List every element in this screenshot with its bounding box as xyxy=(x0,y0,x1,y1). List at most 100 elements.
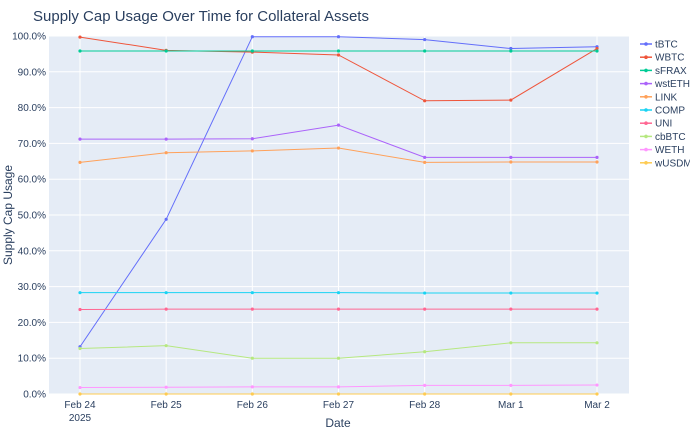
legend-label: WETH xyxy=(655,145,684,156)
series-cbbtc xyxy=(78,341,599,360)
legend-item-weth[interactable]: WETH xyxy=(640,145,684,156)
data-point[interactable] xyxy=(336,123,341,127)
data-point[interactable] xyxy=(509,46,513,51)
data-point[interactable] xyxy=(423,155,427,159)
data-point[interactable] xyxy=(423,291,427,295)
data-point[interactable] xyxy=(509,341,513,345)
data-point[interactable] xyxy=(78,49,82,53)
legend-item-sfrax[interactable]: sFRAX xyxy=(640,66,687,77)
data-point[interactable] xyxy=(78,346,82,351)
data-point[interactable] xyxy=(250,149,254,153)
data-point[interactable] xyxy=(336,35,341,39)
legend-label: sFRAX xyxy=(655,66,687,77)
legend-item-wusdm[interactable]: wUSDM xyxy=(640,158,690,169)
data-point[interactable] xyxy=(336,307,341,311)
legend-item-wsteth[interactable]: wstETH xyxy=(640,79,690,90)
data-point[interactable] xyxy=(595,46,599,51)
data-point[interactable] xyxy=(250,385,254,389)
data-point[interactable] xyxy=(164,151,168,155)
data-point[interactable] xyxy=(595,291,599,295)
data-point[interactable] xyxy=(78,35,82,39)
legend-marker xyxy=(644,147,648,152)
data-point[interactable] xyxy=(509,49,513,53)
data-point[interactable] xyxy=(164,385,168,389)
data-point[interactable] xyxy=(423,37,427,42)
data-point[interactable] xyxy=(423,49,427,53)
y-tick-label: 70.0% xyxy=(18,139,46,150)
data-point[interactable] xyxy=(509,307,513,311)
data-point[interactable] xyxy=(509,383,513,388)
data-point[interactable] xyxy=(78,291,82,295)
data-point[interactable] xyxy=(250,356,254,360)
y-tick-label: 100.0% xyxy=(12,32,46,43)
data-point[interactable] xyxy=(423,392,427,396)
legend-item-link[interactable]: LINK xyxy=(640,92,678,103)
data-point[interactable] xyxy=(250,392,254,396)
data-point[interactable] xyxy=(78,307,82,312)
legend-marker xyxy=(644,121,648,125)
legend-label: wUSDM xyxy=(654,158,690,169)
data-point[interactable] xyxy=(78,137,82,141)
legend-marker xyxy=(644,42,648,46)
data-point[interactable] xyxy=(164,307,168,311)
data-point[interactable] xyxy=(595,160,599,164)
data-point[interactable] xyxy=(78,392,82,396)
legend-item-tbtc[interactable]: tBTC xyxy=(640,40,678,51)
data-point[interactable] xyxy=(423,383,427,388)
data-point[interactable] xyxy=(336,392,341,396)
data-point[interactable] xyxy=(509,98,513,102)
data-point[interactable] xyxy=(509,155,513,159)
legend-label: COMP xyxy=(655,106,685,117)
data-point[interactable] xyxy=(595,383,599,387)
data-point[interactable] xyxy=(164,217,168,221)
data-point[interactable] xyxy=(423,307,427,311)
data-point[interactable] xyxy=(595,49,599,53)
legend-item-cbbtc[interactable]: cbBTC xyxy=(640,132,686,143)
series-link xyxy=(78,146,599,164)
legend[interactable]: tBTC WBTC sFRAX wstETH LINK COMP UNI cbBTC WETH w… xyxy=(640,40,690,170)
legend-marker xyxy=(644,108,648,112)
legend-label: UNI xyxy=(655,119,672,130)
data-point[interactable] xyxy=(250,137,254,141)
data-point[interactable] xyxy=(423,99,427,103)
data-point[interactable] xyxy=(164,291,168,295)
chart-title: Supply Cap Usage Over Time for Collatera… xyxy=(33,8,369,25)
data-point[interactable] xyxy=(336,146,341,150)
data-point[interactable] xyxy=(336,385,341,389)
data-point[interactable] xyxy=(509,160,513,164)
legend-label: tBTC xyxy=(655,40,678,51)
data-point[interactable] xyxy=(164,392,168,396)
data-point[interactable] xyxy=(509,392,513,396)
data-point[interactable] xyxy=(595,155,599,159)
legend-item-wbtc[interactable]: WBTC xyxy=(640,53,684,64)
legend-item-comp[interactable]: COMP xyxy=(640,106,685,117)
data-point[interactable] xyxy=(336,53,341,57)
data-point[interactable] xyxy=(164,49,168,53)
x-tick-label: Feb 26 xyxy=(237,400,269,411)
data-point[interactable] xyxy=(336,291,341,295)
series-sfrax xyxy=(78,49,599,53)
data-point[interactable] xyxy=(164,137,168,141)
data-point[interactable] xyxy=(250,35,254,39)
data-point[interactable] xyxy=(595,341,599,345)
data-point[interactable] xyxy=(250,307,254,311)
x-tick-label: Mar 1 xyxy=(498,400,524,411)
data-point[interactable] xyxy=(250,291,254,295)
y-tick-label: 0.0% xyxy=(23,390,46,401)
legend-item-uni[interactable]: UNI xyxy=(640,119,672,130)
legend-marker xyxy=(644,81,648,86)
data-point[interactable] xyxy=(595,307,599,311)
data-point[interactable] xyxy=(250,49,254,53)
data-point[interactable] xyxy=(78,160,82,164)
data-point[interactable] xyxy=(78,385,82,390)
y-tick-label: 80.0% xyxy=(18,103,46,114)
legend-label: wstETH xyxy=(654,79,690,90)
data-point[interactable] xyxy=(336,49,341,53)
data-point[interactable] xyxy=(509,291,513,295)
data-point[interactable] xyxy=(423,160,427,164)
data-point[interactable] xyxy=(164,344,168,348)
data-point[interactable] xyxy=(423,350,427,354)
data-point[interactable] xyxy=(336,356,341,360)
y-tick-label: 10.0% xyxy=(18,354,46,365)
data-point[interactable] xyxy=(595,392,599,396)
